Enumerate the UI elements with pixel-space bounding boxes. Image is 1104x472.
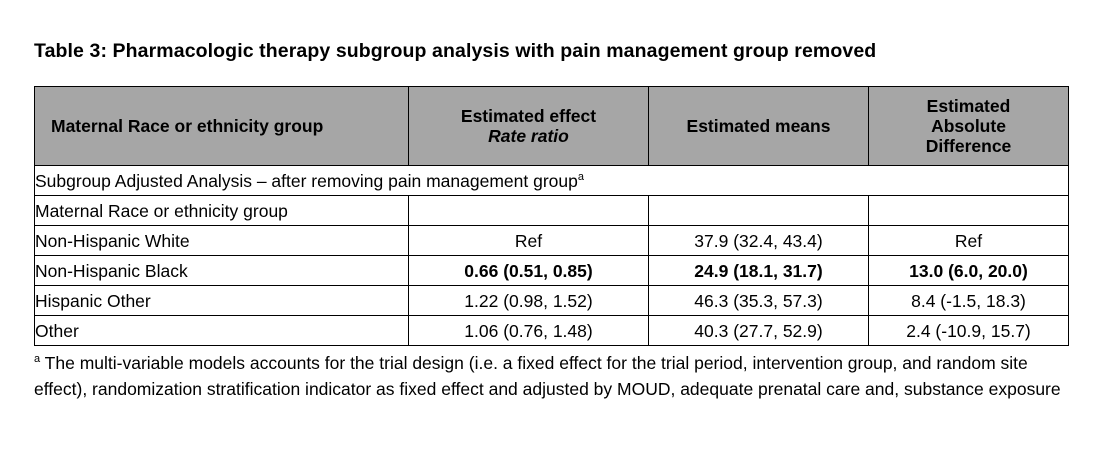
row-estimated-means: 37.9 (32.4, 43.4) xyxy=(648,225,869,256)
header-race-group: Maternal Race or ethnicity group xyxy=(34,86,409,166)
row-group-label: Hispanic Other xyxy=(34,285,409,316)
row-group-label: Non-Hispanic Black xyxy=(34,255,409,286)
row-group-label: Non-Hispanic White xyxy=(34,225,409,256)
header-abs-diff-line3: Difference xyxy=(925,136,1012,156)
empty-cell xyxy=(868,195,1069,226)
section-label-cell: Subgroup Adjusted Analysis – after remov… xyxy=(34,165,1069,196)
row-absolute-difference: 2.4 (-10.9, 15.7) xyxy=(868,315,1069,346)
header-abs-diff-line2: Absolute xyxy=(931,116,1006,136)
table-row: Non-Hispanic White Ref 37.9 (32.4, 43.4) Re… xyxy=(34,225,1069,256)
row-absolute-difference: Ref xyxy=(868,225,1069,256)
table-title: Table 3: Pharmacologic therapy subgroup … xyxy=(34,40,877,62)
empty-cell xyxy=(648,195,869,226)
footnote: a The multi-variable models accounts for… xyxy=(34,350,1084,402)
row-absolute-difference: 13.0 (6.0, 20.0) xyxy=(868,255,1069,286)
header-rate-ratio-line2: Rate ratio xyxy=(488,126,569,146)
header-rate-ratio-line1: Estimated effect xyxy=(460,106,597,126)
table-row: Other 1.06 (0.76, 1.48) 40.3 (27.7, 52.9) 2… xyxy=(34,315,1069,346)
header-absolute-difference: Estimated Absolute Difference xyxy=(868,86,1069,166)
row-rate-ratio: Ref xyxy=(408,225,649,256)
row-absolute-difference: 8.4 (-1.5, 18.3) xyxy=(868,285,1069,316)
table-row: Hispanic Other 1.22 (0.98, 1.52) 46.3 (35.… xyxy=(34,285,1069,316)
subgroup-label: Maternal Race or ethnicity group xyxy=(34,195,409,226)
header-rate-ratio: Estimated effect Rate ratio xyxy=(408,86,649,166)
section-label: Subgroup Adjusted Analysis – after remov… xyxy=(35,170,578,191)
row-estimated-means: 24.9 (18.1, 31.7) xyxy=(648,255,869,286)
row-estimated-means: 40.3 (27.7, 52.9) xyxy=(648,315,869,346)
row-rate-ratio: 1.22 (0.98, 1.52) xyxy=(408,285,649,316)
section-footnote-marker: a xyxy=(577,170,584,183)
footnote-text: The multi-variable models accounts for t… xyxy=(34,353,1061,399)
section-row: Subgroup Adjusted Analysis – after remov… xyxy=(34,165,1069,196)
row-estimated-means: 46.3 (35.3, 57.3) xyxy=(648,285,869,316)
header-row: Maternal Race or ethnicity group Estimat… xyxy=(34,86,1069,166)
header-estimated-means: Estimated means xyxy=(648,86,869,166)
row-group-label: Other xyxy=(34,315,409,346)
row-rate-ratio: 0.66 (0.51, 0.85) xyxy=(408,255,649,286)
row-rate-ratio: 1.06 (0.76, 1.48) xyxy=(408,315,649,346)
footnote-marker: a xyxy=(34,353,41,365)
table-row: Non-Hispanic Black 0.66 (0.51, 0.85) 24.9 … xyxy=(34,255,1069,286)
header-abs-diff-line1: Estimated xyxy=(926,96,1011,116)
empty-cell xyxy=(408,195,649,226)
subgroup-row: Maternal Race or ethnicity group xyxy=(34,195,1069,226)
results-table: Maternal Race or ethnicity group Estimat… xyxy=(34,86,1069,346)
